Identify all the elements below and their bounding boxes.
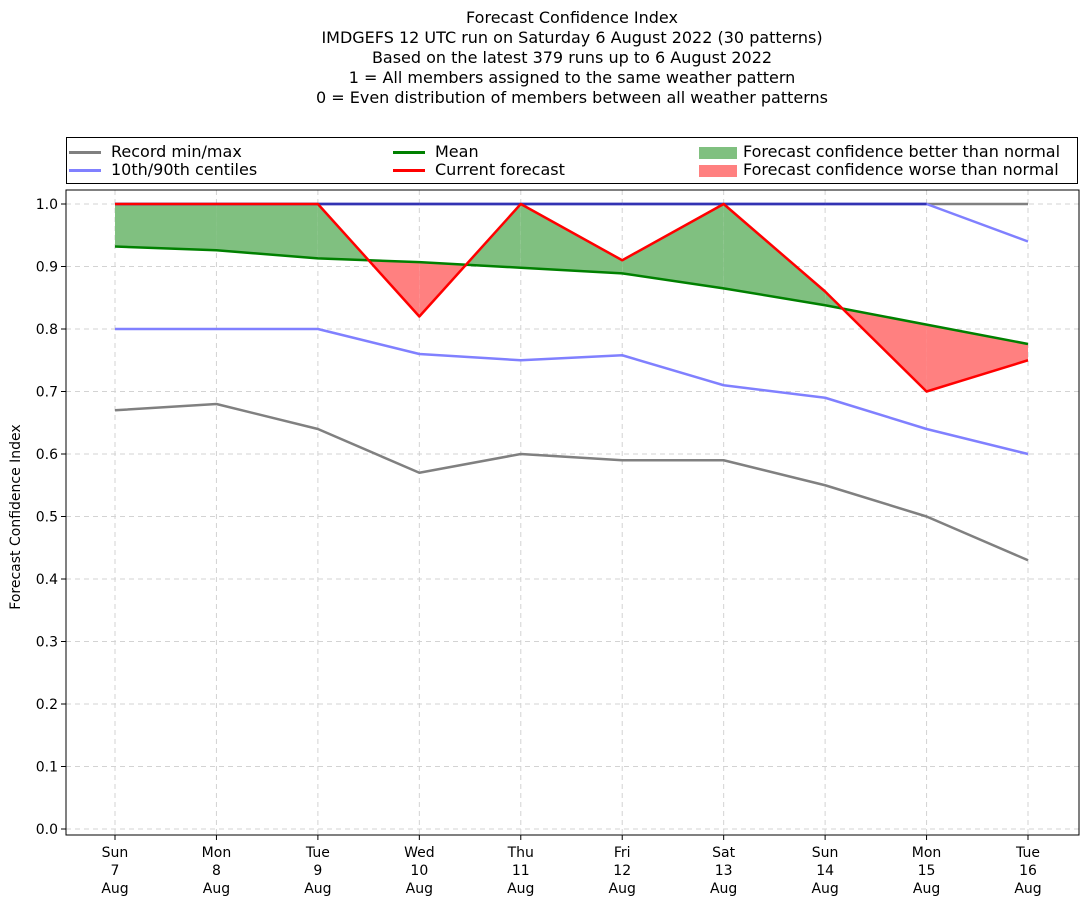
y-tick-label: 0.3 bbox=[36, 635, 58, 651]
x-tick-label: 11 bbox=[512, 863, 530, 879]
worse-fill bbox=[926, 324, 1028, 392]
x-tick-label: Aug bbox=[304, 881, 331, 897]
x-tick-label: Sun bbox=[812, 845, 839, 861]
x-tick-label: Fri bbox=[614, 845, 631, 861]
legend-swatch-current bbox=[393, 169, 425, 172]
x-tick-label: Thu bbox=[507, 845, 534, 861]
x-tick-label: Aug bbox=[507, 881, 534, 897]
plot-frame bbox=[65, 189, 1080, 836]
y-tick-label: 1.0 bbox=[36, 197, 58, 213]
better-fill bbox=[622, 204, 724, 289]
better-fill bbox=[216, 204, 318, 259]
series-mean bbox=[114, 245, 1029, 346]
legend-swatch-mean bbox=[393, 151, 425, 154]
chart-title: Forecast Confidence Index IMDGEFS 12 UTC… bbox=[0, 8, 1092, 108]
legend: Record min/max Mean Forecast confidence … bbox=[66, 137, 1078, 184]
x-tick-label: 9 bbox=[313, 863, 322, 879]
y-tick-label: 0.8 bbox=[36, 322, 58, 338]
title-line-2: IMDGEFS 12 UTC run on Saturday 6 August … bbox=[321, 28, 823, 47]
legend-label-mean: Mean bbox=[435, 142, 479, 161]
legend-label-worse: Forecast confidence worse than normal bbox=[743, 160, 1059, 179]
legend-label-current: Current forecast bbox=[435, 160, 565, 179]
y-tick-label: 0.7 bbox=[36, 385, 58, 401]
x-tick-label: Aug bbox=[101, 881, 128, 897]
better-fill bbox=[520, 204, 623, 274]
series-record-min bbox=[114, 402, 1029, 562]
legend-label-better: Forecast confidence better than normal bbox=[743, 142, 1061, 161]
x-tick-label: Aug bbox=[1014, 881, 1041, 897]
legend-swatch-worse bbox=[699, 165, 737, 177]
x-tick-label: 8 bbox=[212, 863, 221, 879]
legend-swatch-better bbox=[699, 147, 737, 159]
title-line-1: Forecast Confidence Index bbox=[466, 8, 678, 27]
x-tick-label: Aug bbox=[203, 881, 230, 897]
x-tick-label: Sat bbox=[712, 845, 735, 861]
y-tick-label: 0.0 bbox=[36, 822, 58, 838]
series-current-forecast bbox=[115, 202, 1029, 393]
x-tick-label: Aug bbox=[609, 881, 636, 897]
x-tick-label: Aug bbox=[811, 881, 838, 897]
legend-label-centiles: 10th/90th centiles bbox=[111, 160, 258, 179]
y-tick-label: 0.4 bbox=[36, 572, 58, 588]
better-fill bbox=[723, 204, 826, 306]
x-tick-label: 10 bbox=[410, 863, 428, 879]
x-tick-label: 12 bbox=[613, 863, 631, 879]
fill-regions bbox=[114, 202, 1029, 562]
x-tick-label: Aug bbox=[406, 881, 433, 897]
x-tick-label: Aug bbox=[913, 881, 940, 897]
legend-swatch-centiles bbox=[69, 169, 101, 172]
x-tick-label: 16 bbox=[1019, 863, 1037, 879]
series-10th-centile bbox=[115, 327, 1029, 456]
x-tick-label: Aug bbox=[710, 881, 737, 897]
x-tick-label: Sun bbox=[102, 845, 129, 861]
x-tick-label: Mon bbox=[202, 845, 232, 861]
legend-swatch-record bbox=[69, 151, 101, 154]
title-line-4: 1 = All members assigned to the same wea… bbox=[348, 68, 796, 87]
x-tick-label: Wed bbox=[404, 845, 435, 861]
y-tick-label: 0.5 bbox=[36, 510, 58, 526]
x-tick-label: Tue bbox=[1015, 845, 1040, 861]
better-fill bbox=[115, 204, 217, 251]
y-tick-label: 0.6 bbox=[36, 447, 58, 463]
x-tick-label: 14 bbox=[816, 863, 834, 879]
x-tick-label: 15 bbox=[918, 863, 936, 879]
x-tick-label: Tue bbox=[305, 845, 330, 861]
y-tick-label: 0.2 bbox=[36, 697, 58, 713]
y-tick-label: 0.9 bbox=[36, 260, 58, 276]
legend-label-record: Record min/max bbox=[111, 142, 242, 161]
x-tick-label: 13 bbox=[715, 863, 733, 879]
title-line-5: 0 = Even distribution of members between… bbox=[315, 88, 829, 107]
title-line-3: Based on the latest 379 runs up to 6 Aug… bbox=[371, 48, 773, 67]
y-tick-label: 0.1 bbox=[36, 760, 58, 776]
x-tick-label: 7 bbox=[111, 863, 120, 879]
x-tick-label: Mon bbox=[912, 845, 942, 861]
